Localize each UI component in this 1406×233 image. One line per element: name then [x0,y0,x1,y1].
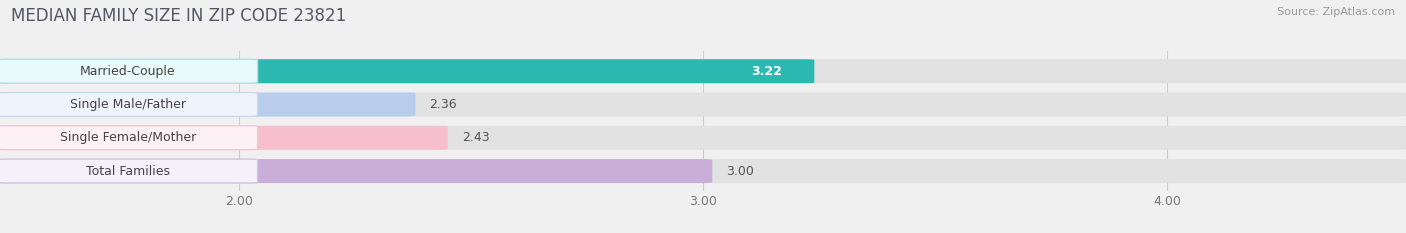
FancyBboxPatch shape [0,59,814,83]
Text: 3.22: 3.22 [751,65,782,78]
FancyBboxPatch shape [0,126,449,150]
FancyBboxPatch shape [0,93,1406,116]
Text: 3.00: 3.00 [725,164,754,178]
FancyBboxPatch shape [0,126,1406,150]
FancyBboxPatch shape [0,93,257,116]
Text: Source: ZipAtlas.com: Source: ZipAtlas.com [1277,7,1395,17]
FancyBboxPatch shape [0,59,257,83]
FancyBboxPatch shape [0,59,1406,83]
Text: 2.36: 2.36 [429,98,457,111]
FancyBboxPatch shape [0,126,257,150]
Text: Total Families: Total Families [86,164,170,178]
Text: Married-Couple: Married-Couple [80,65,176,78]
Text: Single Female/Mother: Single Female/Mother [59,131,195,144]
FancyBboxPatch shape [0,159,1406,183]
FancyBboxPatch shape [0,93,415,116]
FancyBboxPatch shape [0,159,713,183]
Text: Single Male/Father: Single Male/Father [70,98,186,111]
Text: 2.43: 2.43 [461,131,489,144]
FancyBboxPatch shape [0,159,257,183]
Text: MEDIAN FAMILY SIZE IN ZIP CODE 23821: MEDIAN FAMILY SIZE IN ZIP CODE 23821 [11,7,346,25]
